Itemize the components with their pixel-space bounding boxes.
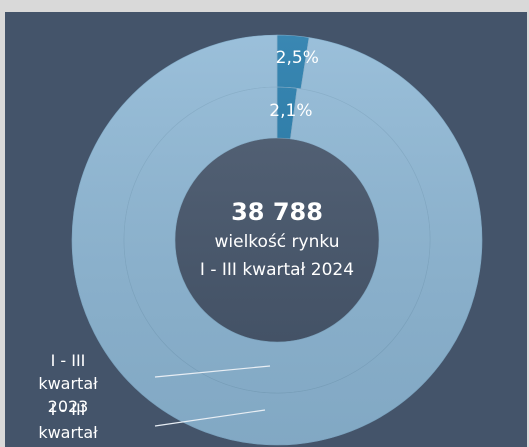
value-label: 2,1% (269, 101, 312, 121)
value-label: 2,5% (276, 48, 319, 68)
center-value: 38 788 (231, 198, 323, 226)
series-label: I - III kwartał 2023 (38, 351, 98, 416)
center-sublabel: I - III kwartał 2024 (200, 260, 354, 280)
leader-line (154, 409, 266, 427)
series-label: I - III kwartał 2024 (38, 400, 98, 447)
leader-line (154, 365, 271, 378)
center-label: wielkość rynku (215, 232, 340, 252)
